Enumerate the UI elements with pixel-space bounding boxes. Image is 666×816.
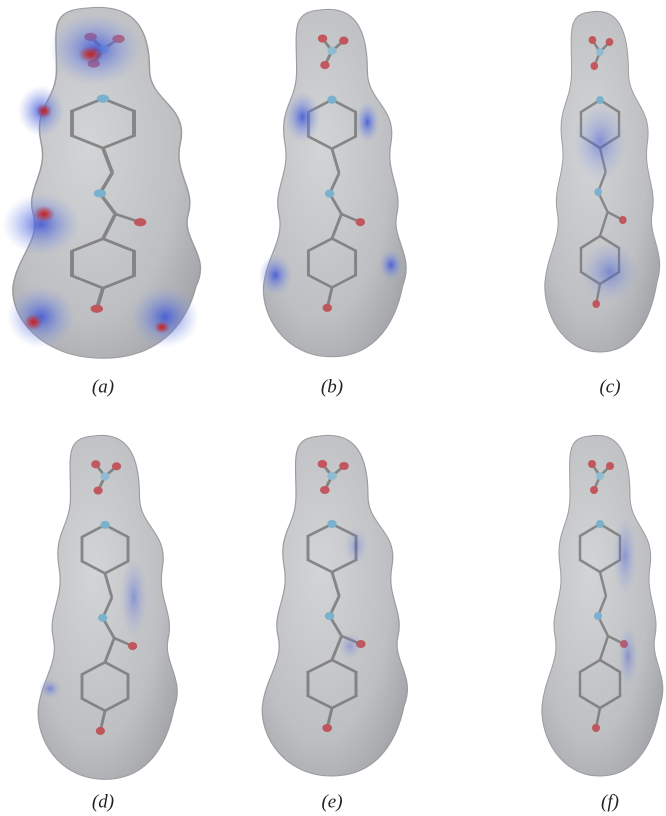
surface-e — [262, 435, 407, 776]
panel-label: (d) — [92, 791, 114, 812]
surface-a — [2, 7, 200, 358]
panel-label: (f) — [601, 791, 619, 812]
panel-label: (b) — [321, 376, 343, 397]
panel-label: (e) — [321, 791, 342, 812]
panel-label: (a) — [92, 376, 114, 397]
surface-c — [545, 11, 660, 352]
page: {"panels": [ {"label": "(a)"}, {"label":… — [0, 0, 666, 816]
surface-b — [259, 9, 406, 356]
panel-label: (c) — [599, 376, 620, 397]
figure: (a) (b) (c) (d) (e) (f) — [0, 0, 666, 816]
surface-d — [38, 435, 177, 779]
surface-f — [542, 435, 663, 776]
